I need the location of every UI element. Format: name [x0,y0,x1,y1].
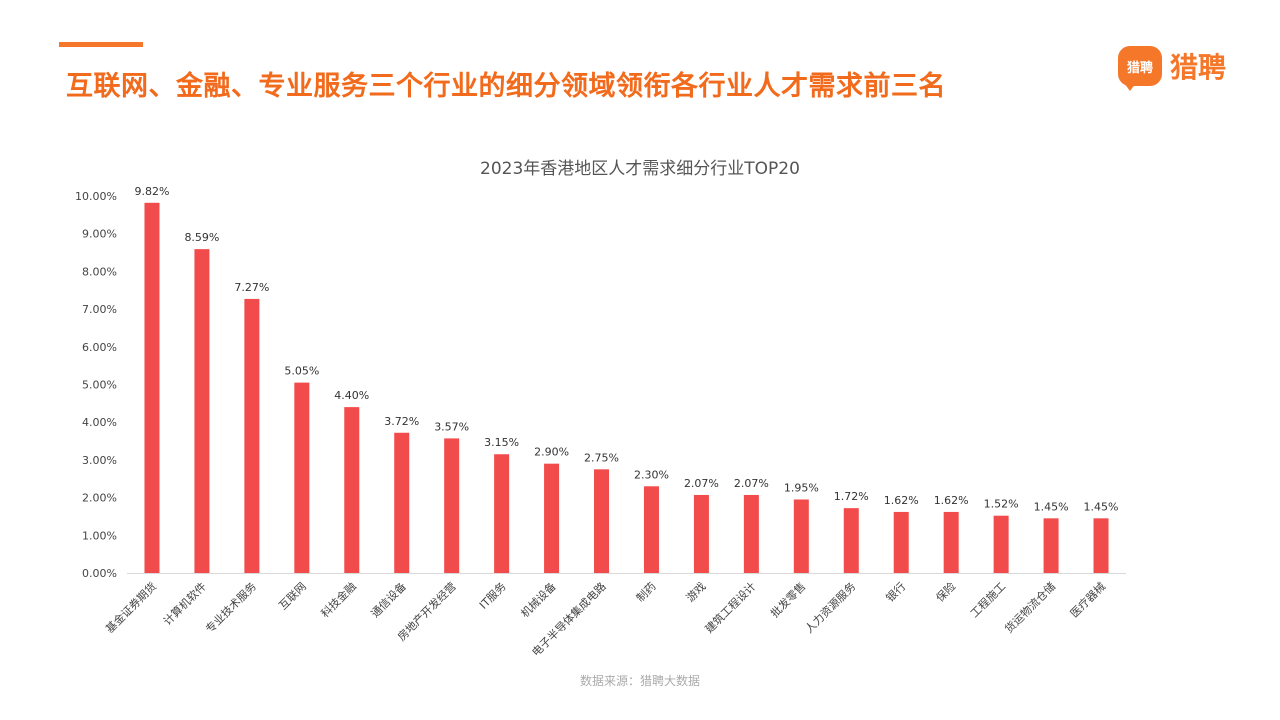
data-label: 7.27% [234,281,269,294]
data-label: 1.62% [934,494,969,507]
bar [843,508,859,573]
x-tick-label: 货运物流仓储 [1002,579,1059,636]
bar [1093,518,1109,573]
bar [594,469,610,573]
x-tick-label: 工程施工 [968,580,1008,620]
data-source: 数据来源：猎聘大数据 [579,674,700,688]
y-tick-label: 0.00% [82,567,117,580]
data-label: 2.75% [584,451,619,464]
bar [693,494,709,573]
brand-logo: 猎聘 猎聘 [1118,46,1227,91]
data-label: 2.07% [734,477,769,490]
bar [244,298,260,573]
x-tick-label: 建筑工程设计 [702,579,759,636]
y-tick-label: 5.00% [82,379,117,392]
bar [943,511,959,573]
bar [793,499,809,573]
data-label: 1.62% [884,494,919,507]
chart-title: 2023年香港地区人才需求细分行业TOP20 [480,159,800,179]
data-label: 1.45% [1084,500,1119,513]
x-tick-label: IT服务 [477,580,509,612]
bar [144,202,160,573]
x-tick-label: 科技金融 [318,579,359,620]
bar [494,454,510,573]
x-tick-label: 批发零售 [767,579,808,620]
bar [294,382,310,573]
bar [993,515,1009,573]
bar [444,438,460,573]
logo-text: 猎聘 [1170,51,1227,84]
data-label: 5.05% [284,365,319,378]
bar [743,494,759,573]
x-tick-label: 人力资源服务 [802,579,859,636]
x-tick-label: 专业技术服务 [202,579,259,636]
data-label: 2.90% [534,446,569,459]
data-label: 4.40% [334,389,369,402]
y-tick-label: 2.00% [82,492,117,505]
bar [194,249,210,574]
y-tick-label: 8.00% [82,265,117,278]
y-tick-label: 6.00% [82,341,117,354]
data-label: 1.95% [784,481,819,494]
x-tick-label: 互联网 [276,580,309,613]
data-label: 3.57% [434,420,469,433]
data-label: 3.15% [484,436,519,449]
x-tick-label: 医疗器械 [1067,579,1108,620]
y-tick-label: 9.00% [82,228,117,241]
page-title: 互联网、金融、专业服务三个行业的细分领域领衔各行业人才需求前三名 [66,71,946,102]
x-tick-label: 保险 [933,579,958,604]
data-label: 1.45% [1034,500,1069,513]
y-tick-label: 4.00% [82,416,117,429]
bar [893,511,909,573]
data-label: 2.07% [684,477,719,490]
x-tick-label: 计算机软件 [160,579,209,628]
logo-badge-text: 猎聘 [1126,60,1153,76]
x-tick-label: 银行 [883,579,908,604]
y-tick-label: 7.00% [82,303,117,316]
speech-bubble-icon: 猎聘 [1118,46,1162,91]
data-label: 9.82% [134,185,169,198]
bar [643,486,659,573]
x-tick-label: 游戏 [684,580,709,605]
bar [1043,518,1059,573]
y-tick-label: 1.00% [82,529,117,542]
bar [394,432,410,573]
x-tick-label: 基金证券期货 [103,579,160,636]
bar [544,463,560,573]
data-label: 1.52% [984,498,1019,511]
y-tick-label: 10.00% [75,190,117,203]
x-tick-label: 制药 [634,580,659,605]
x-tick-label: 机械设备 [518,579,559,620]
bar [344,407,360,573]
x-tick-label: 通信设备 [368,579,409,620]
title-accent-line [59,42,143,47]
y-tick-label: 3.00% [82,454,117,467]
data-label: 3.72% [384,415,419,428]
data-label: 8.59% [184,231,219,244]
data-label: 2.30% [634,468,669,481]
data-label: 1.72% [834,490,869,503]
